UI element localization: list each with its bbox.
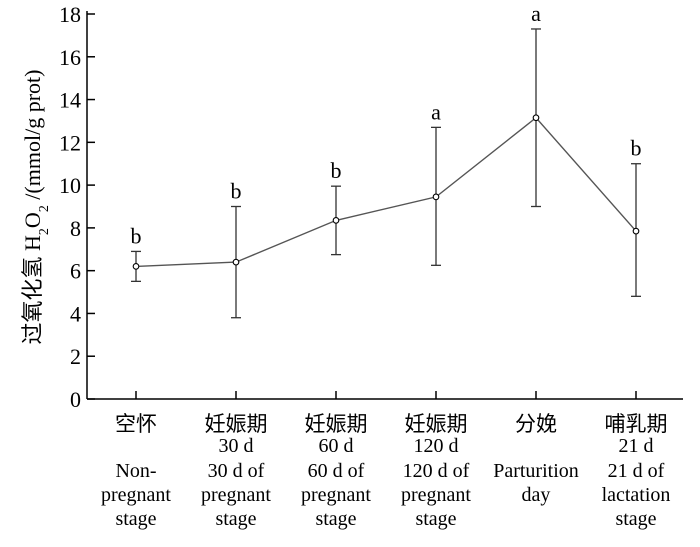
y-axis-label: 过氧化氢 H2O2 /(mmol/g prot) [20,70,52,345]
x-tick-label-en: stage [615,508,656,530]
x-tick-label-days: 120 d [414,435,459,457]
significance-label: b [231,179,242,204]
y-tick-label: 18 [59,2,81,27]
y-axis-label-en: H2O2 /(mmol/g prot) [20,70,52,251]
x-tick-label-cn: 分娩 [515,412,557,436]
y-tick-label: 14 [59,88,81,113]
x-tick-label-en: pregnant [301,484,371,506]
data-point [632,227,640,235]
x-tick-label-en: 120 d of [403,460,470,482]
y-tick-label: 16 [59,45,81,70]
x-tick-label-days: 21 d [619,435,654,457]
x-tick-label-en: stage [315,508,356,530]
x-tick-label-cn: 妊娠期 [405,412,468,436]
x-tick-label-cn: 哺乳期 [605,412,668,436]
series-line [135,116,637,268]
x-tick-label-en: pregnant [101,484,171,506]
x-tick-label-cn: 空怀 [115,412,157,436]
data-point [332,217,340,224]
axes [86,11,683,400]
data-point [532,114,540,122]
error-bars [131,28,641,319]
x-tick-label-en: Parturition [493,460,579,482]
x-tick-label-cn: 妊娠期 [305,412,368,436]
x-tick-label-cn: 妊娠期 [205,412,268,436]
y-tick-label: 12 [59,130,81,155]
significance-label: b [331,158,342,183]
x-tick-label-en: stage [215,508,256,530]
y-ticks: 0 2 4 6 8 10 12 14 16 18 [59,2,95,412]
significance-label: a [431,99,441,124]
x-tick-label-en: 21 d of [608,460,665,482]
y-tick-label: 4 [70,301,81,326]
y-tick-label: 8 [70,216,81,241]
significance-label: b [131,223,142,248]
y-axis-label-cn: 过氧化氢 [20,251,45,345]
significance-label: b [631,136,642,161]
x-tick-label-en: 60 d of [308,460,365,482]
x-tick-label-en: stage [115,508,156,530]
series-line-group [135,116,637,268]
data-point [232,258,240,266]
data-points [132,114,640,270]
x-tick-label-en: day [522,484,551,506]
y-axis-label-group: 过氧化氢 H2O2 /(mmol/g prot) [20,70,52,345]
x-tick-label-en: stage [415,508,456,530]
y-tick-label: 10 [59,173,81,198]
data-point [432,193,440,201]
x-tick-label-en: Non- [115,460,156,482]
x-tick-label-en: pregnant [201,484,271,506]
x-tick-label-days: 60 d [319,435,354,457]
y-tick-label: 6 [70,259,81,284]
x-tick-label-en: pregnant [401,484,471,506]
x-tick-label-days: 30 d [219,435,254,457]
significance-label: a [531,1,541,26]
x-tick-label-en: 30 d of [208,460,265,482]
y-tick-label: 0 [70,387,81,412]
significance-labels: b b b a a b [131,1,642,248]
x-tick-label-en: lactation [602,484,671,506]
data-point [132,263,140,270]
y-tick-label: 2 [70,344,81,369]
